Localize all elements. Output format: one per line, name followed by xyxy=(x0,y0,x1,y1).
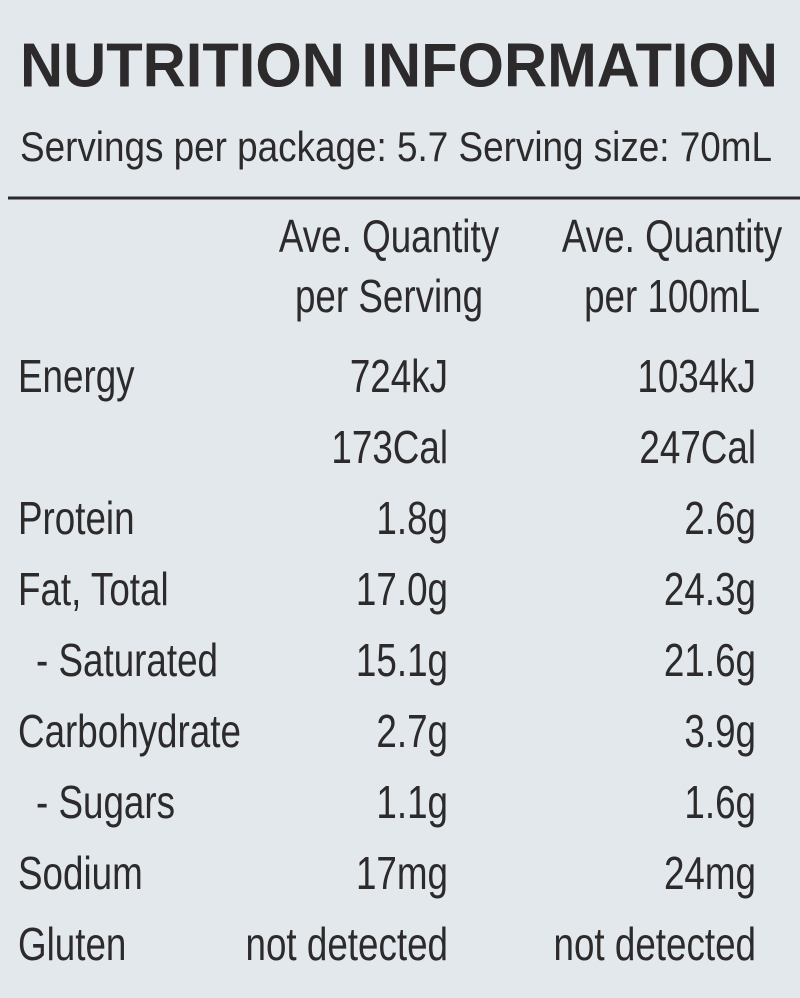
cell-value: 1034kJ xyxy=(637,350,756,402)
column-header: Ave. Quantity xyxy=(279,210,499,262)
cell-value: 173Cal xyxy=(331,421,448,473)
column-header: Ave. Quantity xyxy=(562,210,782,262)
cell-value: 2.7g xyxy=(376,705,448,757)
cell-value: 1.8g xyxy=(376,492,448,544)
cell-value: 17.0g xyxy=(356,563,448,615)
column-header: per Serving xyxy=(295,270,483,322)
row-label: Carbohydrate xyxy=(18,705,241,757)
column-header: per 100mL xyxy=(584,270,760,322)
cell-value: 24mg xyxy=(664,847,756,899)
title: NUTRITION INFORMATION xyxy=(20,31,778,100)
cell-value: 15.1g xyxy=(356,634,448,686)
cell-value: 17mg xyxy=(356,847,448,899)
cell-value: 2.6g xyxy=(684,492,756,544)
row-label: - Sugars xyxy=(36,776,175,828)
subtitle: Servings per package: 5.7 Serving size: … xyxy=(20,123,772,170)
row-label: Fat, Total xyxy=(18,563,169,615)
cell-value: 1.1g xyxy=(376,776,448,828)
row-label: Sodium xyxy=(18,847,143,899)
cell-value: not detected xyxy=(553,918,756,970)
cell-value: 724kJ xyxy=(350,350,448,402)
row-label: Energy xyxy=(18,350,135,402)
cell-value: 1.6g xyxy=(684,776,756,828)
row-label: Gluten xyxy=(18,918,126,970)
row-label: - Saturated xyxy=(36,634,218,686)
cell-value: 24.3g xyxy=(664,563,756,615)
cell-value: not detected xyxy=(245,918,448,970)
row-label: Protein xyxy=(18,492,135,544)
cell-value: 21.6g xyxy=(664,634,756,686)
cell-value: 3.9g xyxy=(684,705,756,757)
cell-value: 247Cal xyxy=(639,421,756,473)
